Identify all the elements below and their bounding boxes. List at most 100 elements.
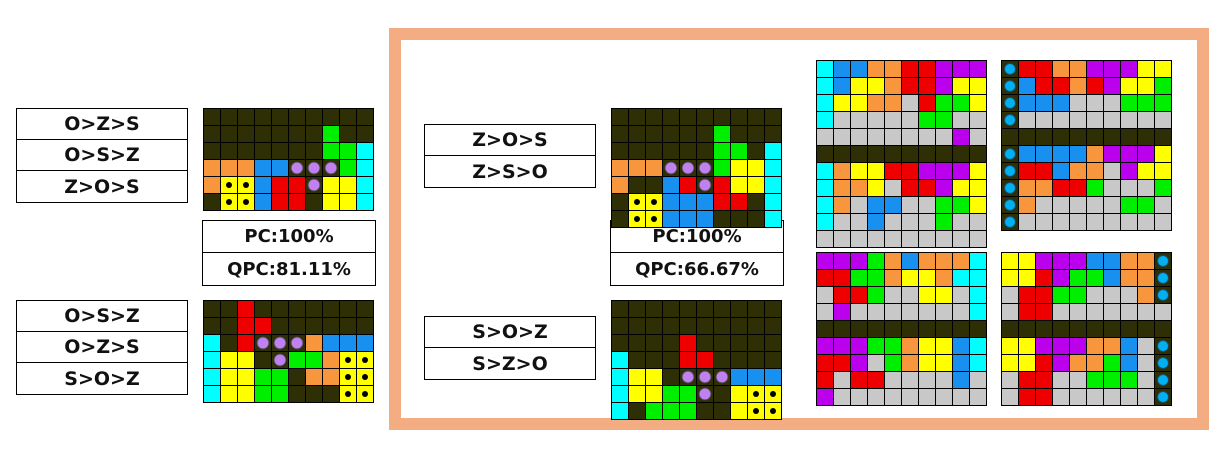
board-cell xyxy=(1053,355,1069,371)
sequence-item: O>Z>S xyxy=(17,109,187,140)
board-cell xyxy=(255,386,271,402)
board-cell xyxy=(289,143,305,159)
blue-dot-marker xyxy=(1004,165,1016,177)
marked-cell-purple-dot xyxy=(306,160,322,176)
board-cell xyxy=(612,177,628,193)
purple-dot-marker xyxy=(698,370,712,384)
board-cell xyxy=(1070,372,1086,388)
board-cell xyxy=(919,389,935,405)
board-cell xyxy=(970,163,986,179)
board-cell xyxy=(851,355,867,371)
board-cell xyxy=(289,369,305,385)
board-cell xyxy=(748,335,764,351)
board-cell xyxy=(663,126,679,142)
board-cell xyxy=(919,355,935,371)
purple-dot-marker xyxy=(664,161,678,175)
board-cell xyxy=(323,386,339,402)
pc-stat: PC:100% xyxy=(203,221,375,253)
board-cell xyxy=(868,321,884,337)
board-cell xyxy=(238,369,254,385)
board-cell xyxy=(936,304,952,320)
board-cell xyxy=(1036,61,1052,77)
purple-dot-marker xyxy=(290,161,304,175)
board-cell xyxy=(204,160,220,176)
board-cell xyxy=(1053,287,1069,303)
board-cell xyxy=(612,301,628,317)
board-cell xyxy=(765,177,781,193)
board-cell xyxy=(868,112,884,128)
board-cell xyxy=(765,335,781,351)
marked-cell-black-dot xyxy=(340,352,356,368)
board-cell xyxy=(902,389,918,405)
board-cell xyxy=(765,126,781,142)
board-cell xyxy=(1104,78,1120,94)
board-cell xyxy=(306,369,322,385)
board-cell xyxy=(936,338,952,354)
board-cell xyxy=(680,386,696,402)
board-cell xyxy=(970,321,986,337)
board-cell xyxy=(919,78,935,94)
board-cell xyxy=(1087,389,1103,405)
board-cell xyxy=(629,126,645,142)
board-cell xyxy=(612,369,628,385)
board-cell xyxy=(1019,78,1035,94)
board-cell xyxy=(323,143,339,159)
board-cell xyxy=(885,197,901,213)
board-cell xyxy=(953,163,969,179)
board-cell xyxy=(953,146,969,162)
board-cell xyxy=(323,194,339,210)
board-cell xyxy=(851,61,867,77)
board-cell xyxy=(953,95,969,111)
board-cell xyxy=(885,355,901,371)
board-cell xyxy=(272,160,288,176)
board-cell xyxy=(1121,372,1137,388)
board-cell xyxy=(1070,197,1086,213)
board-cell xyxy=(868,146,884,162)
board-cell xyxy=(765,143,781,159)
board-cell xyxy=(885,372,901,388)
marked-cell-purple-dot xyxy=(697,369,713,385)
marked-cell-purple-dot xyxy=(255,335,271,351)
board-cell xyxy=(255,352,271,368)
board-cell xyxy=(221,369,237,385)
purple-dot-marker xyxy=(256,336,270,350)
board-cell xyxy=(357,318,373,334)
board-cell xyxy=(1138,78,1154,94)
board-cell xyxy=(357,335,373,351)
board-cell xyxy=(238,318,254,334)
board-cell xyxy=(323,352,339,368)
board-cell xyxy=(1104,372,1120,388)
board-cell xyxy=(714,143,730,159)
board-cell xyxy=(1104,112,1120,128)
solution-grid-3 xyxy=(816,252,987,406)
board-cell xyxy=(1104,321,1120,337)
board-cell xyxy=(1155,304,1171,320)
blue-dot-marker xyxy=(1157,391,1169,403)
board-cell xyxy=(902,78,918,94)
sequence-list-left-bottom: O>S>Z O>Z>S S>O>Z xyxy=(16,300,188,395)
board-cell xyxy=(1002,287,1018,303)
marked-cell-black-dot xyxy=(765,386,781,402)
board-cell xyxy=(306,386,322,402)
black-dot-marker xyxy=(243,199,249,205)
sequence-list-right-bottom: S>O>Z S>Z>O xyxy=(424,316,596,380)
board-cell xyxy=(953,214,969,230)
board-cell xyxy=(238,109,254,125)
board-cell xyxy=(646,403,662,419)
board-cell xyxy=(1121,61,1137,77)
board-cell xyxy=(1070,321,1086,337)
board-cell xyxy=(902,197,918,213)
marked-cell-blue-dot xyxy=(1155,355,1171,371)
board-cell xyxy=(255,126,271,142)
marked-cell-blue-dot xyxy=(1002,146,1018,162)
board-cell xyxy=(1036,112,1052,128)
black-dot-marker xyxy=(362,391,368,397)
marked-cell-black-dot xyxy=(221,194,237,210)
board-cell xyxy=(340,318,356,334)
board-cell xyxy=(323,369,339,385)
purple-dot-marker xyxy=(698,178,712,192)
board-cell xyxy=(1121,129,1137,145)
board-cell xyxy=(885,129,901,145)
board-cell xyxy=(1087,287,1103,303)
board-cell xyxy=(1019,129,1035,145)
